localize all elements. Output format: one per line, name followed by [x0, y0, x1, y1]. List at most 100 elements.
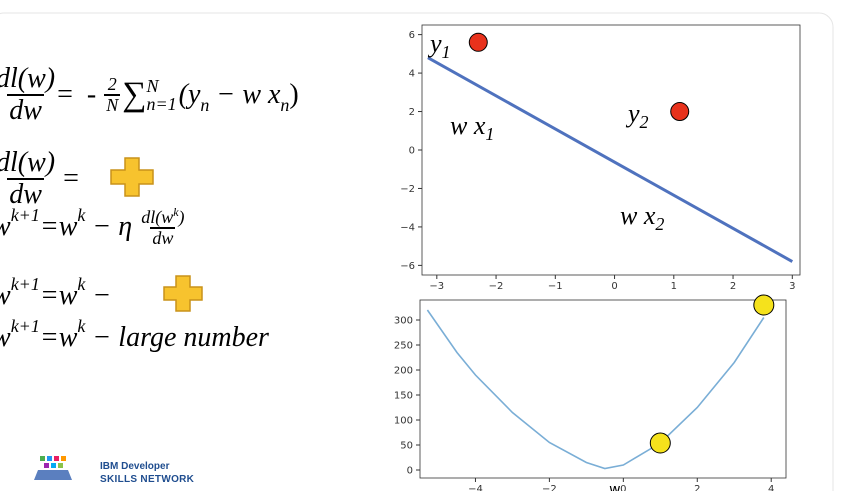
equation: wk+1=wk − η dl(wk)dw	[0, 204, 187, 249]
term: dl(w	[141, 207, 174, 227]
y-tick-label: 2	[409, 107, 415, 118]
logo-line: SKILLS NETWORK	[100, 474, 195, 485]
equation: dl(w) dw =	[0, 147, 79, 211]
term: − w x	[209, 79, 281, 111]
term: )	[289, 79, 299, 111]
y-tick-label: 4	[409, 69, 415, 80]
plot-frame	[421, 24, 801, 276]
term: =w	[39, 211, 78, 243]
denominator: dw	[7, 94, 44, 127]
x-tick-label: −3	[429, 281, 444, 292]
x-tick-label: 4	[768, 484, 774, 491]
sum-upper: N	[146, 76, 159, 97]
annotation-subscript: 1	[485, 124, 494, 144]
data-line	[426, 309, 765, 470]
annotation-text: y	[625, 99, 640, 128]
y-tick-label: 150	[394, 391, 413, 402]
superscript: k+1	[10, 315, 40, 336]
term: −	[85, 280, 119, 311]
term: w	[0, 211, 11, 243]
annotation: y2	[625, 99, 649, 132]
superscript: k	[77, 315, 86, 336]
y-tick-label: 6	[409, 30, 415, 41]
y-tick-label: 0	[407, 466, 413, 477]
annotation-text: w x	[620, 201, 656, 230]
superscript: k	[77, 273, 86, 294]
numerator: dl(w)	[0, 63, 56, 94]
plot-frame	[419, 299, 787, 479]
marker	[649, 432, 671, 454]
x-tick-label: 2	[730, 281, 736, 292]
superscript: k	[77, 204, 86, 225]
y-tick-label: 100	[394, 416, 413, 427]
y-tick-label: −4	[400, 222, 415, 233]
y-tick-label: 50	[400, 441, 413, 452]
x-tick-label: −4	[468, 484, 483, 491]
denominator: dw	[7, 178, 44, 211]
superscript: k+1	[10, 273, 40, 294]
operator: =	[63, 163, 79, 195]
sum-lower: n=1	[146, 94, 177, 115]
x-tick-label: 1	[671, 281, 677, 292]
y-tick-label: 200	[394, 366, 413, 377]
annotation-subscript: 2	[640, 112, 649, 132]
numerator: dl(wk)	[141, 206, 184, 227]
annotation-text: y	[427, 29, 442, 58]
fraction: dl(wk) dw	[141, 206, 184, 249]
denominator: dw	[150, 227, 176, 249]
y-tick-label: 300	[394, 316, 413, 327]
annotation-subscript: 1	[442, 42, 451, 62]
denominator: N	[104, 94, 121, 116]
y-tick-label: −2	[400, 184, 415, 195]
plus-icon	[110, 157, 154, 197]
x-tick-label: 3	[789, 281, 795, 292]
numerator: dl(w)	[0, 147, 56, 178]
marker	[670, 102, 690, 122]
plus-icon	[163, 275, 203, 312]
term: w	[0, 280, 11, 312]
term: w	[0, 322, 11, 354]
equation: wk+1=wk −	[0, 274, 119, 312]
logo-text: IBM Developer SKILLS NETWORK	[100, 460, 194, 486]
term: (y	[178, 79, 201, 111]
card-border	[0, 12, 834, 491]
y-tick-label: 0	[409, 146, 415, 157]
marker	[753, 294, 775, 316]
x-tick-label: −2	[542, 484, 557, 491]
subscript: n	[200, 94, 210, 115]
sum-sign: ∑	[122, 76, 147, 114]
y-tick-label: 250	[394, 341, 413, 352]
x-tick-label: 0	[611, 281, 617, 292]
term: )	[178, 207, 185, 227]
x-tick-label: −1	[548, 281, 563, 292]
x-tick-label: −2	[489, 281, 504, 292]
annotation-text: w x	[450, 111, 486, 140]
term: − η	[85, 211, 140, 243]
annotation: y1	[427, 29, 451, 62]
marker	[468, 32, 488, 52]
subscript: n	[280, 94, 290, 115]
logo-icon	[34, 456, 72, 480]
annotation: w x1	[450, 111, 494, 144]
fraction: dl(w) dw	[0, 147, 56, 211]
logo-line: IBM Developer	[100, 461, 170, 472]
y-tick-label: −6	[400, 261, 415, 272]
term: − large number	[85, 322, 269, 353]
data-line	[427, 56, 794, 263]
term: =w	[39, 322, 78, 353]
annotation: w x2	[620, 201, 664, 234]
operator: = -	[57, 79, 97, 111]
x-tick-label: 2	[694, 484, 700, 491]
superscript: k	[173, 205, 179, 219]
x-tick-label: 0	[620, 484, 626, 491]
superscript: k+1	[10, 204, 40, 225]
term: =w	[39, 280, 78, 311]
equation: wk+1=wk − large number	[0, 316, 269, 354]
numerator: 2	[107, 73, 117, 94]
fraction: dl(w) dw	[0, 63, 56, 127]
